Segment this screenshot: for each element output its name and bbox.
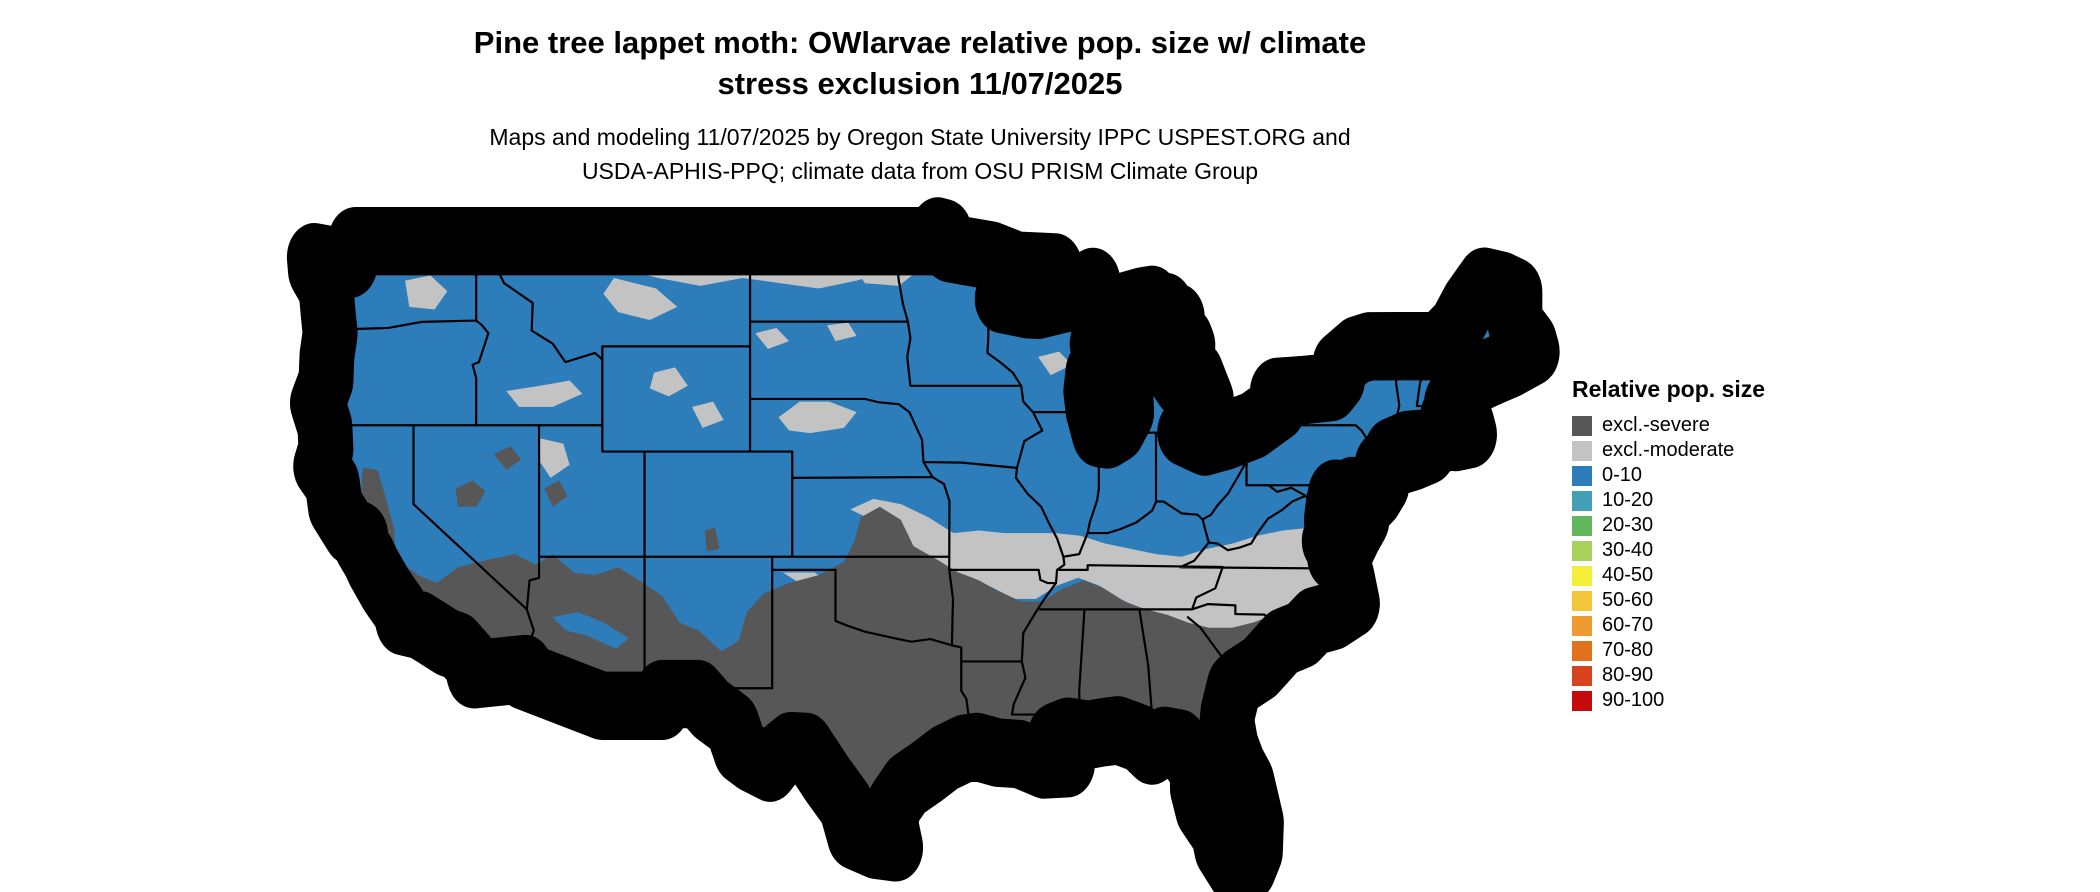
moderate-area [1038,351,1072,376]
legend-swatch [1572,415,1592,436]
legend-label: excl.-severe [1602,414,1710,436]
legend-label: excl.-moderate [1602,439,1735,461]
legend-swatch [1572,640,1592,661]
legend-item: 80-90 [1572,663,1932,688]
moderate-area [649,367,688,397]
legend-item: 20-30 [1572,513,1932,538]
legend-title: Relative pop. size [1572,376,1766,402]
legend-swatch [1572,690,1592,711]
severe-area [544,480,568,507]
legend-label: 50-60 [1602,589,1654,611]
map-title-line2: stress exclusion 11/07/2025 [717,66,1123,101]
legend-swatch [1572,490,1592,511]
moderate-area [692,401,724,428]
legend-label: 90-100 [1602,689,1665,711]
legend-item: 0-10 [1572,463,1932,488]
legend-label: 0-10 [1602,464,1643,486]
map-subtitle-line1: Maps and modeling 11/07/2025 by Oregon S… [489,124,1351,150]
legend-swatch [1572,590,1592,611]
low-pop-area [552,611,629,649]
moderate-area [755,327,790,349]
legend-label: 10-20 [1602,489,1654,511]
severe-area [704,527,720,552]
legend-swatch [1572,565,1592,586]
legend-item: 70-80 [1572,638,1932,663]
legend-item: 50-60 [1572,588,1932,613]
legend: Relative pop. size excl.-severe excl.-mo… [1572,376,1932,713]
severe-area [455,480,486,507]
moderate-area [778,401,857,434]
legend-swatch [1572,540,1592,561]
legend-label: 20-30 [1602,514,1654,536]
moderate-area [405,275,448,310]
legend-swatch [1572,615,1592,636]
legend-swatch [1572,440,1592,461]
legend-label: 70-80 [1602,639,1654,661]
legend-label: 30-40 [1602,539,1654,561]
legend-item: 30-40 [1572,538,1932,563]
legend-item: 40-50 [1572,563,1932,588]
legend-item: excl.-moderate [1572,438,1932,463]
legend-label: 80-90 [1602,664,1654,686]
legend-swatch [1572,515,1592,536]
legend-label: 60-70 [1602,614,1654,636]
map-title: Pine tree lappet moth: OWlarvae relative… [170,22,1670,104]
map-projection-group [314,231,1532,892]
moderate-area [603,277,678,321]
legend-item: 90-100 [1572,688,1932,713]
moderate-area [506,380,583,407]
legend-swatch [1572,465,1592,486]
severe-area [493,446,522,470]
legend-swatch [1572,665,1592,686]
map-title-line1: Pine tree lappet moth: OWlarvae relative… [473,25,1367,60]
map-subtitle-line2: USDA-APHIS-PPQ; climate data from OSU PR… [581,158,1259,184]
moderate-area [540,438,570,478]
legend-item: excl.-severe [1572,413,1932,438]
legend-label: 40-50 [1602,564,1654,586]
map-subtitle: Maps and modeling 11/07/2025 by Oregon S… [170,120,1670,188]
legend-item: 60-70 [1572,613,1932,638]
legend-item: 10-20 [1572,488,1932,513]
moderate-area [827,322,857,342]
